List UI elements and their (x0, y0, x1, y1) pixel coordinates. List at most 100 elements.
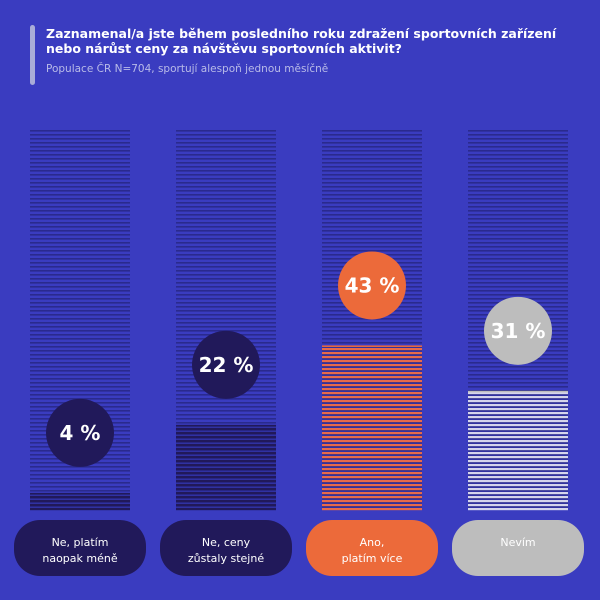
track-stripe (468, 238, 568, 240)
track-stripe (176, 226, 276, 228)
track-stripe (30, 146, 130, 148)
track-stripe (468, 258, 568, 260)
track-stripe (468, 482, 568, 484)
track-stripe (322, 182, 422, 184)
track-stripe (322, 498, 422, 500)
track-stripe (30, 326, 130, 328)
bar-fill-stripe (468, 432, 568, 435)
bar-fill-stripe (322, 364, 422, 367)
track-stripe (176, 430, 276, 432)
track-stripe (468, 374, 568, 376)
track-stripe (322, 418, 422, 420)
track-stripe (30, 266, 130, 268)
bar-fill-stripe (176, 456, 276, 459)
track-stripe (468, 278, 568, 280)
value-bubble (46, 398, 114, 467)
bar-fill-stripe (176, 428, 276, 431)
bar-fill-stripe (322, 420, 422, 423)
track-stripe (176, 462, 276, 464)
bar-fill-stripe (468, 416, 568, 419)
category-pill (452, 520, 584, 576)
track-stripe (468, 194, 568, 196)
bar (322, 345, 422, 347)
bar-fill-stripe (322, 392, 422, 395)
bar-fill-stripe (322, 432, 422, 435)
track-stripe (468, 370, 568, 372)
track-stripe (322, 202, 422, 204)
track-stripe (30, 358, 130, 360)
track-stripe (30, 502, 130, 504)
track-stripe (468, 410, 568, 412)
track-stripe (176, 150, 276, 152)
track-stripe (322, 462, 422, 464)
category-pill (160, 520, 292, 576)
track-stripe (468, 382, 568, 384)
bar-fill-stripe (468, 476, 568, 479)
track-stripe (30, 342, 130, 344)
track-stripe (176, 406, 276, 408)
track-stripe (322, 222, 422, 224)
track-stripe (30, 302, 130, 304)
track-stripe (322, 246, 422, 248)
value-bubble (338, 251, 406, 320)
track-stripe (468, 426, 568, 428)
track-stripe (468, 162, 568, 164)
bar-group: 22 % Ne, ceny zůstaly stejné (160, 130, 292, 576)
track-stripe (322, 386, 422, 388)
track-stripe (468, 446, 568, 448)
bar-group: 31 % Nevím (452, 130, 584, 576)
bar-fill-stripe (468, 400, 568, 403)
track-stripe (322, 502, 422, 504)
track-stripe (176, 146, 276, 148)
bar-fill-stripe (176, 468, 276, 471)
track-stripe (322, 398, 422, 400)
track-stripe (468, 158, 568, 160)
track-stripe (468, 462, 568, 464)
bar-fill-stripe (30, 500, 130, 503)
track-stripe (176, 282, 276, 284)
data-label: 31 % (491, 319, 546, 343)
track-stripe (322, 134, 422, 136)
track-stripe (322, 482, 422, 484)
track-stripe (30, 346, 130, 348)
track-stripe (322, 342, 422, 344)
bar-fill-stripe (176, 472, 276, 475)
bar-fill-stripe (322, 412, 422, 415)
track-stripe (30, 362, 130, 364)
track-stripe (322, 494, 422, 496)
chart-subtitle: Populace ČR N=704, sportují alespoň jedn… (46, 63, 329, 75)
track-stripe (30, 130, 130, 132)
bar-fill-stripe (176, 440, 276, 443)
track-stripe (30, 134, 130, 136)
bar-fill-stripe (322, 396, 422, 399)
track-stripe (468, 250, 568, 252)
track-stripe (30, 206, 130, 208)
category-label: Ne, platím (52, 536, 109, 549)
track-stripe (322, 250, 422, 252)
track-stripe (176, 442, 276, 444)
track-stripe (30, 242, 130, 244)
track-stripe (176, 306, 276, 308)
track-stripe (468, 502, 568, 504)
track-stripe (322, 478, 422, 480)
bar (176, 424, 276, 427)
track-stripe (468, 170, 568, 172)
track-stripe (322, 170, 422, 172)
bar-fill-stripe (176, 444, 276, 447)
bar-fill-stripe (176, 492, 276, 495)
bar-fill-stripe (176, 508, 276, 511)
track-stripe (468, 414, 568, 416)
track-stripe (176, 214, 276, 216)
bar-fill-stripe (322, 508, 422, 511)
data-label: 22 % (199, 353, 254, 377)
bar-fill-stripe (322, 348, 422, 351)
track-stripe (30, 174, 130, 176)
track-stripe (176, 154, 276, 156)
track-stripe (322, 338, 422, 340)
bar-fill-stripe (322, 380, 422, 383)
track-stripe (176, 254, 276, 256)
track-stripe (322, 374, 422, 376)
category-label: Ne, ceny (202, 536, 251, 549)
track-stripe (30, 158, 130, 160)
